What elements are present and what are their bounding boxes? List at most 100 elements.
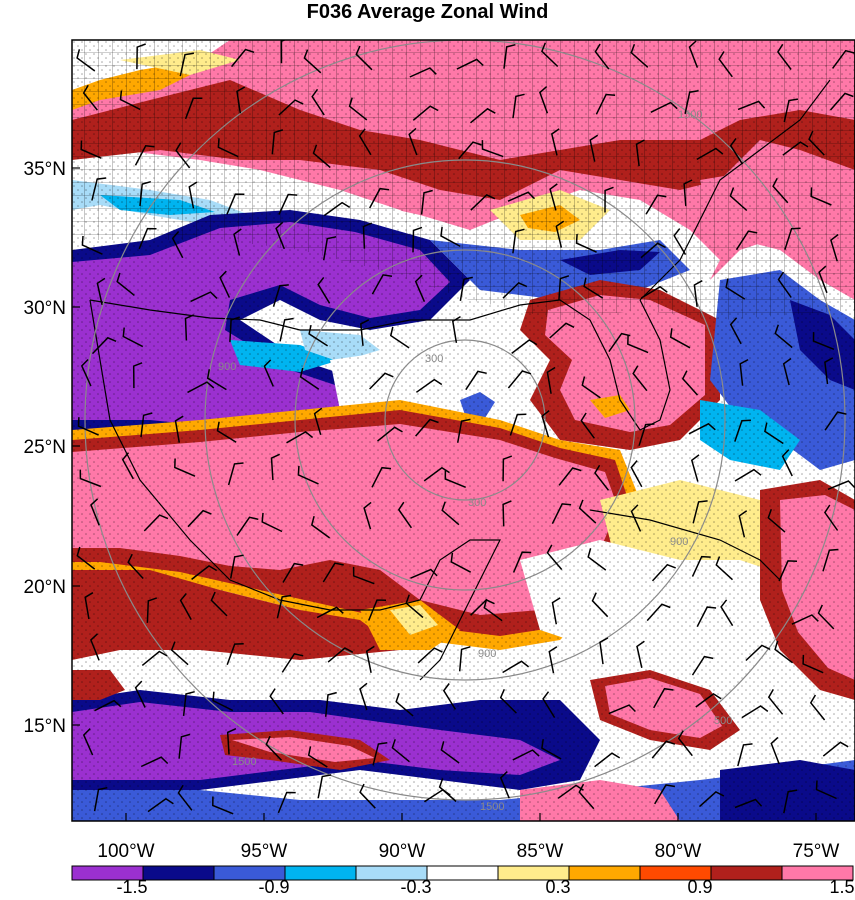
wind-barb (80, 140, 102, 159)
wind-barb (812, 332, 835, 350)
wind-barb (802, 654, 824, 674)
wind-barb (465, 370, 487, 391)
wind-barb (818, 265, 828, 294)
wind-barb (499, 689, 517, 714)
wind-barb (206, 369, 227, 391)
wind-barb (184, 314, 195, 341)
wind-barb (408, 127, 418, 156)
lat-label: 30°N (24, 298, 66, 319)
wind-barb (147, 797, 174, 813)
wind-barb (459, 276, 473, 302)
wind-barb (729, 137, 744, 165)
wind-barb (212, 691, 234, 712)
wind-barb (174, 458, 196, 477)
wind-barb (140, 756, 169, 768)
wind-barb (638, 423, 655, 446)
wind-barb (470, 194, 496, 211)
wind-barb (739, 358, 749, 386)
wind-barb (182, 690, 195, 716)
range-ring-labels: 300 300 900 900 900 1500 1500 500 1500 (218, 109, 732, 813)
wind-barb (355, 45, 373, 71)
wind-barb (511, 339, 538, 354)
wind-barb (778, 560, 798, 582)
wind-barb (650, 101, 678, 113)
wind-barb (409, 67, 437, 78)
wind-barb (187, 381, 215, 394)
wind-barb (79, 469, 102, 488)
wind-barb (90, 498, 100, 526)
wind-barb (277, 791, 296, 814)
wind-barb (363, 501, 372, 530)
wind-barb (470, 107, 496, 124)
wind-barb (782, 141, 809, 156)
wind-barb (696, 147, 724, 161)
wind-barb (229, 554, 244, 579)
wind-barb (767, 509, 786, 533)
wind-barb (502, 500, 512, 527)
colorbar-label: 0.3 (545, 877, 570, 897)
wind-barb (502, 455, 513, 482)
wind-barb (512, 749, 540, 761)
range-ring-label: 300 (468, 497, 486, 509)
range-ring-label: 300 (425, 353, 443, 365)
wind-barb (830, 234, 839, 262)
wind-barb (578, 783, 595, 810)
wind-barb (824, 411, 847, 431)
wind-barbs (76, 40, 855, 815)
wind-barb (307, 746, 328, 768)
lon-label: 75°W (793, 841, 840, 862)
wind-barb (187, 509, 212, 528)
wind-barb (217, 138, 239, 158)
wind-barb (369, 187, 390, 209)
wind-barb (551, 597, 561, 625)
wind-barb (269, 688, 284, 715)
wind-barb (369, 372, 394, 390)
wind-barb (94, 699, 122, 712)
wind-barb (231, 48, 255, 68)
wind-barb (263, 359, 274, 387)
wind-barb (551, 503, 572, 525)
wind-barb (767, 689, 784, 715)
coastline-florida (559, 299, 671, 431)
range-ring-label: 900 (670, 536, 688, 548)
colorbar-label: 1.5 (829, 877, 854, 897)
wind-barb (444, 469, 466, 488)
wind-barb (735, 230, 758, 251)
wind-barb (141, 650, 168, 666)
wind-barb (324, 691, 337, 717)
wind-barb (481, 140, 504, 158)
wind-barb (635, 139, 645, 167)
wind-barb (327, 647, 354, 663)
wind-barb (210, 591, 228, 617)
wind-barb (442, 683, 457, 710)
lon-axis (125, 813, 817, 821)
wind-barb (410, 568, 438, 579)
colorbar-box (781, 865, 854, 881)
wind-barb (417, 647, 443, 664)
wind-barb (191, 564, 218, 580)
wind-barb (81, 235, 103, 255)
wind-barb (371, 274, 393, 295)
wind-barb (608, 332, 631, 353)
coastline-mexico (89, 299, 501, 681)
wind-barb (322, 562, 344, 583)
wind-barb (630, 504, 642, 532)
wind-barb (278, 99, 304, 116)
wind-barb (391, 739, 410, 763)
wind-barb (226, 643, 244, 666)
lat-label: 25°N (24, 437, 66, 458)
wind-barb (299, 367, 320, 390)
wind-field: 300 300 900 900 900 1500 1500 500 1500 (72, 40, 855, 821)
wind-barb (212, 796, 234, 815)
wind-barb (512, 228, 525, 254)
wind-barb (791, 614, 819, 625)
wind-barb (823, 504, 839, 531)
wind-barb (412, 105, 439, 121)
wind-barb (272, 284, 289, 307)
wind-barb (96, 277, 106, 305)
wind-barb (190, 291, 218, 303)
wind-barb (312, 144, 331, 169)
wind-barb (456, 418, 471, 443)
wind-barb (483, 598, 503, 622)
lat-label: 35°N (24, 159, 66, 180)
